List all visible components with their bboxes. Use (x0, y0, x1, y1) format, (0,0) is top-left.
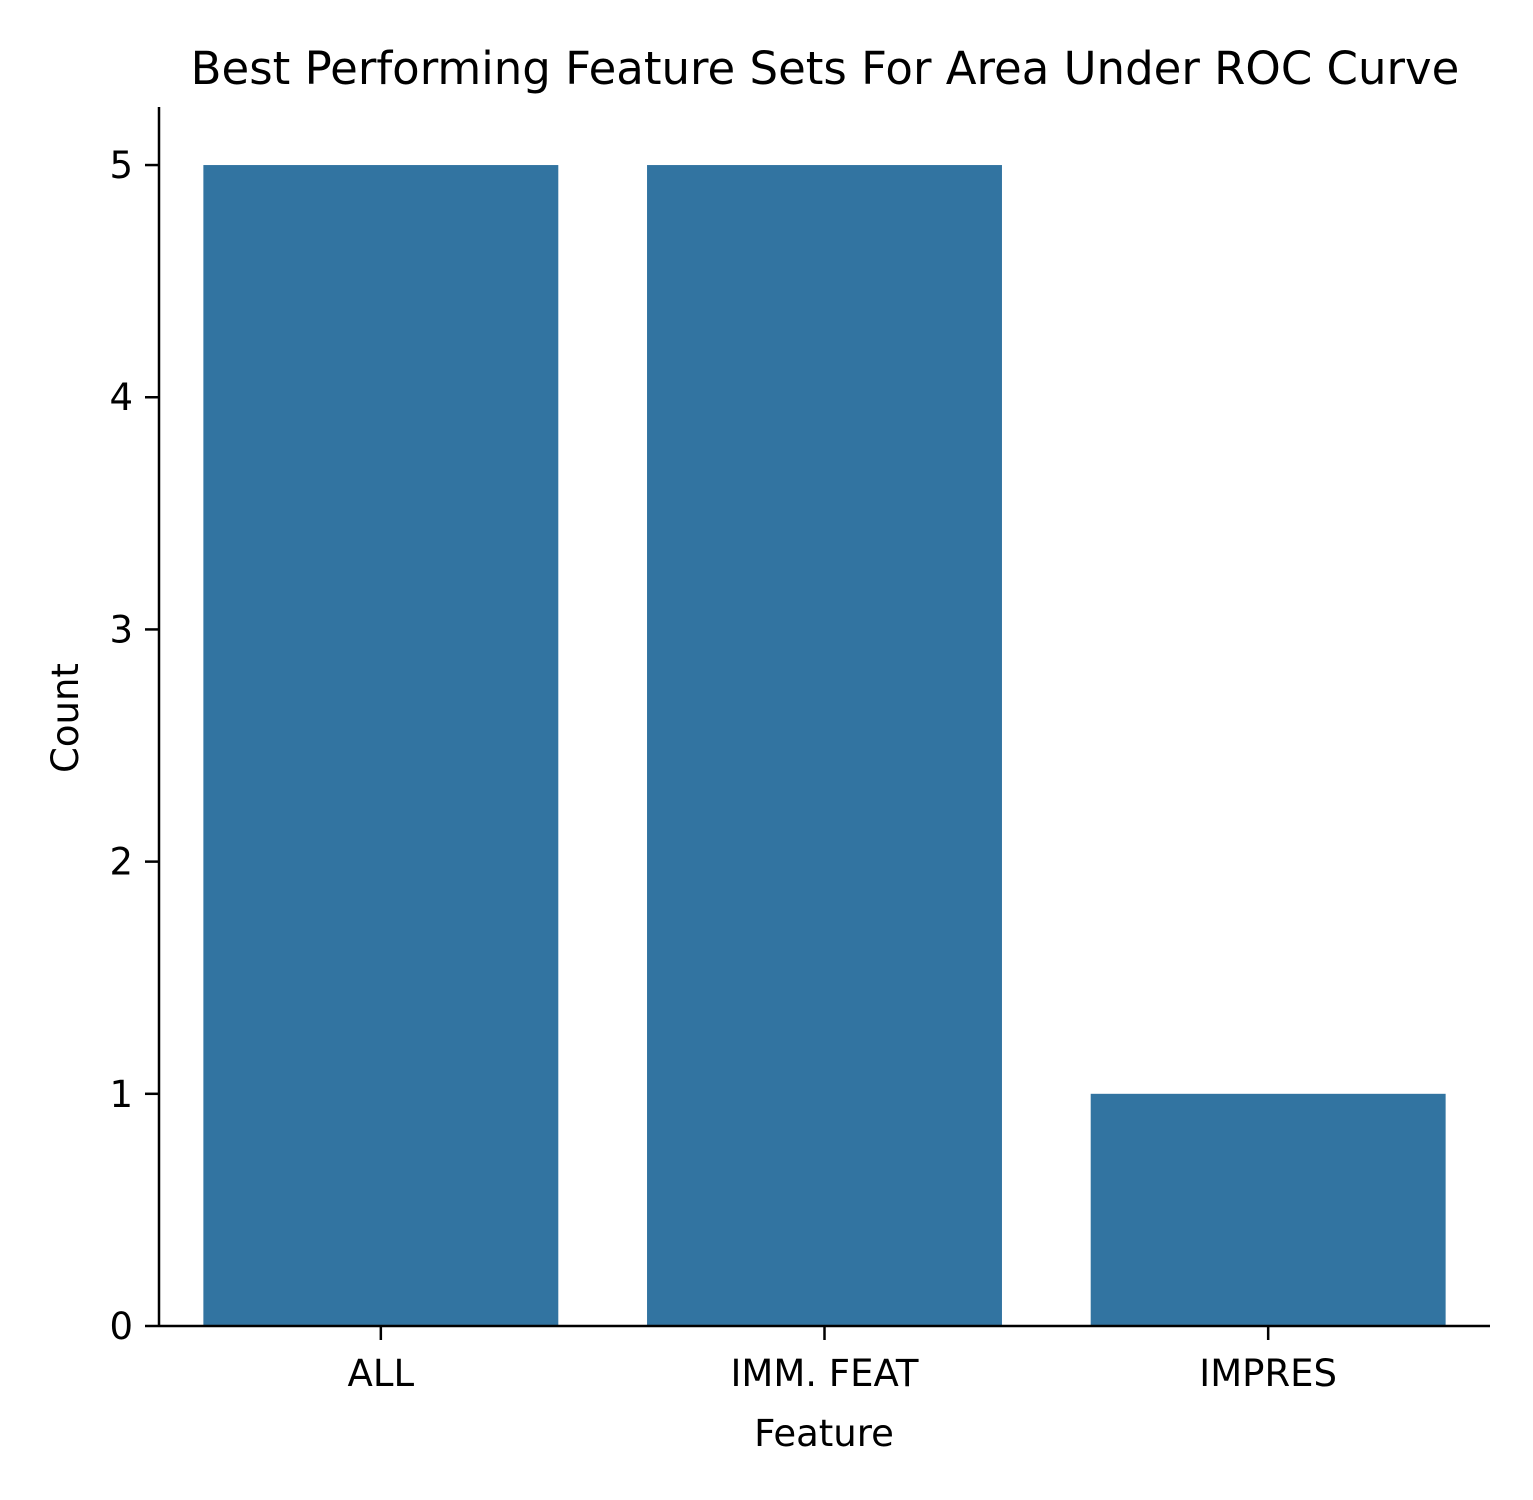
bar-all (203, 165, 559, 1327)
x-axis-label: Feature (754, 1412, 894, 1455)
x-tick-label: ALL (348, 1352, 415, 1395)
bar-impres (1090, 1093, 1446, 1326)
y-tick-label: 3 (109, 608, 133, 651)
y-tick-label: 1 (109, 1073, 133, 1116)
bars-group (203, 165, 1446, 1327)
bar-imm-feat (647, 165, 1002, 1327)
chart-title: Best Performing Feature Sets For Area Un… (191, 42, 1460, 95)
x-tick-label: IMM. FEAT (731, 1352, 919, 1395)
x-tick-label: IMPRES (1199, 1352, 1337, 1395)
x-axis-ticks: ALL IMM. FEAT IMPRES (348, 1326, 1337, 1395)
y-tick-label: 4 (109, 376, 133, 419)
y-tick-label: 0 (109, 1305, 133, 1348)
y-axis-label: Count (44, 663, 87, 773)
y-tick-label: 5 (109, 144, 133, 187)
y-axis-ticks: 0 1 2 3 4 5 (109, 144, 159, 1348)
y-tick-label: 2 (109, 841, 133, 884)
